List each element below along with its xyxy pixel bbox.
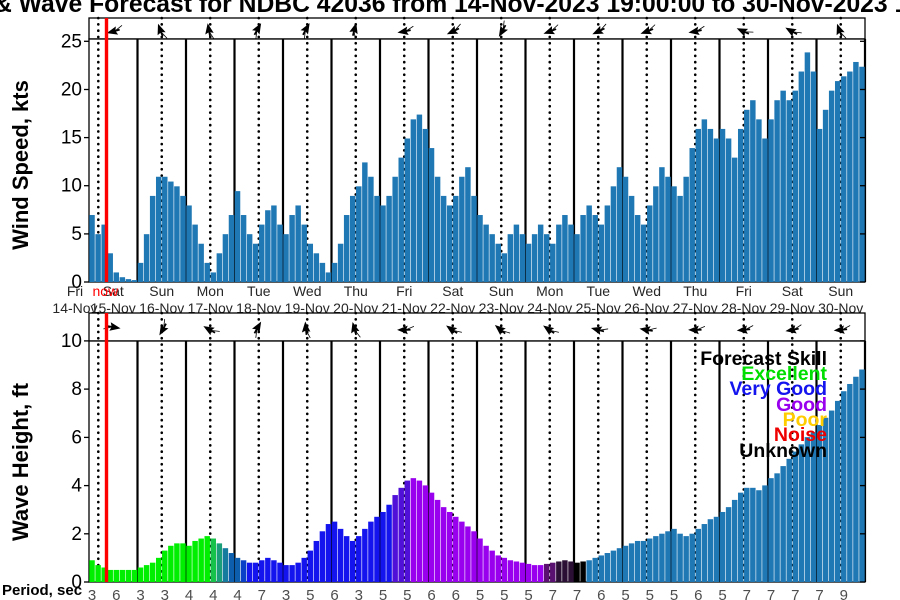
svg-text:Sat: Sat [442, 283, 463, 299]
svg-text:Wave Height, ft: Wave Height, ft [8, 382, 33, 541]
svg-text:25: 25 [61, 31, 82, 52]
svg-text:4: 4 [233, 587, 241, 600]
svg-text:Unknown: Unknown [739, 440, 827, 462]
svg-text:7: 7 [573, 587, 581, 600]
svg-text:8: 8 [71, 379, 82, 400]
svg-text:Wind Speed, kts: Wind Speed, kts [8, 80, 33, 250]
svg-text:now: now [93, 283, 120, 299]
svg-text:5: 5 [379, 587, 387, 600]
svg-text:6: 6 [597, 587, 605, 600]
svg-text:5: 5 [500, 587, 508, 600]
svg-text:Fri: Fri [736, 283, 752, 299]
svg-text:Sun: Sun [149, 283, 174, 299]
svg-text:Mon: Mon [197, 283, 224, 299]
svg-text:5: 5 [718, 587, 726, 600]
svg-text:3: 3 [88, 587, 96, 600]
svg-text:5: 5 [306, 587, 314, 600]
svg-text:6: 6 [112, 587, 120, 600]
svg-text:4: 4 [185, 587, 193, 600]
svg-text:3: 3 [355, 587, 363, 600]
svg-text:9: 9 [840, 587, 848, 600]
svg-text:7: 7 [791, 587, 799, 600]
svg-text:Tue: Tue [586, 283, 610, 299]
svg-text:5: 5 [621, 587, 629, 600]
svg-text:6: 6 [71, 427, 82, 448]
svg-text:4: 4 [71, 476, 82, 497]
svg-text:6: 6 [427, 587, 435, 600]
svg-text:Tue: Tue [247, 283, 271, 299]
svg-text:3: 3 [136, 587, 144, 600]
svg-text:3: 3 [282, 587, 290, 600]
svg-text:20: 20 [61, 80, 82, 101]
svg-text:10: 10 [61, 331, 82, 352]
svg-text:10: 10 [61, 176, 82, 197]
svg-text:Fri: Fri [67, 283, 83, 299]
svg-text:5: 5 [524, 587, 532, 600]
svg-text:7: 7 [258, 587, 266, 600]
svg-text:Wind & Wave Forecast for NDBC: Wind & Wave Forecast for NDBC 42036 from… [0, 0, 900, 18]
svg-text:4: 4 [209, 587, 217, 600]
svg-text:Period, sec: Period, sec [2, 582, 82, 599]
svg-text:7: 7 [549, 587, 557, 600]
svg-text:Mon: Mon [536, 283, 563, 299]
svg-text:5: 5 [71, 224, 82, 245]
svg-text:Thu: Thu [683, 283, 707, 299]
svg-text:Wed: Wed [293, 283, 322, 299]
svg-text:15: 15 [61, 128, 82, 149]
svg-text:6: 6 [330, 587, 338, 600]
svg-text:Wed: Wed [632, 283, 661, 299]
svg-text:7: 7 [743, 587, 751, 600]
svg-text:2: 2 [71, 524, 82, 545]
svg-text:7: 7 [815, 587, 823, 600]
svg-text:Thu: Thu [344, 283, 368, 299]
svg-text:6: 6 [452, 587, 460, 600]
svg-text:7: 7 [767, 587, 775, 600]
svg-text:Sun: Sun [489, 283, 514, 299]
svg-text:3: 3 [161, 587, 169, 600]
svg-text:5: 5 [476, 587, 484, 600]
svg-text:5: 5 [403, 587, 411, 600]
svg-text:5: 5 [646, 587, 654, 600]
svg-text:Fri: Fri [396, 283, 412, 299]
svg-text:5: 5 [670, 587, 678, 600]
svg-text:6: 6 [694, 587, 702, 600]
svg-text:Sat: Sat [782, 283, 803, 299]
svg-text:Sun: Sun [828, 283, 853, 299]
